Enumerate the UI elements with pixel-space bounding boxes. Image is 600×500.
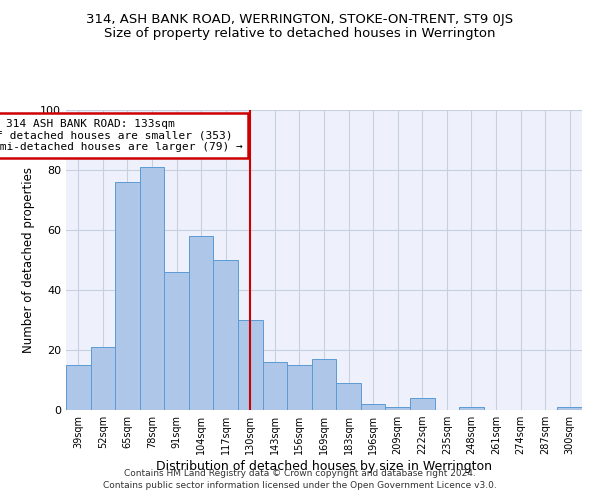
Bar	[91, 347, 115, 410]
Bar	[140, 167, 164, 410]
Bar	[361, 404, 385, 410]
Bar	[459, 407, 484, 410]
Bar	[66, 365, 91, 410]
Bar	[263, 362, 287, 410]
Bar	[410, 398, 434, 410]
Bar	[115, 182, 140, 410]
Bar	[336, 383, 361, 410]
Text: Contains public sector information licensed under the Open Government Licence v3: Contains public sector information licen…	[103, 481, 497, 490]
Y-axis label: Number of detached properties: Number of detached properties	[22, 167, 35, 353]
Bar	[385, 407, 410, 410]
Bar	[238, 320, 263, 410]
Text: 314 ASH BANK ROAD: 133sqm
← 82% of detached houses are smaller (353)
18% of semi: 314 ASH BANK ROAD: 133sqm ← 82% of detac…	[0, 119, 242, 152]
Bar	[287, 365, 312, 410]
Text: 314, ASH BANK ROAD, WERRINGTON, STOKE-ON-TRENT, ST9 0JS: 314, ASH BANK ROAD, WERRINGTON, STOKE-ON…	[86, 12, 514, 26]
Bar	[557, 407, 582, 410]
Text: Contains HM Land Registry data © Crown copyright and database right 2024.: Contains HM Land Registry data © Crown c…	[124, 468, 476, 477]
Bar	[189, 236, 214, 410]
Bar	[164, 272, 189, 410]
Text: Size of property relative to detached houses in Werrington: Size of property relative to detached ho…	[104, 28, 496, 40]
Bar	[214, 260, 238, 410]
X-axis label: Distribution of detached houses by size in Werrington: Distribution of detached houses by size …	[156, 460, 492, 473]
Bar	[312, 359, 336, 410]
